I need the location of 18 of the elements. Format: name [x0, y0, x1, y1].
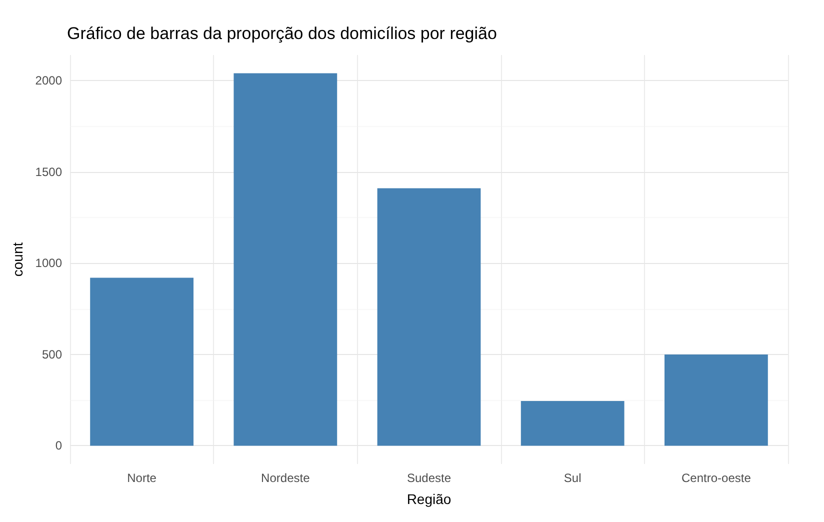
- y-tick-label: 2000: [35, 74, 62, 88]
- x-tick-label: Nordeste: [261, 471, 310, 485]
- bar: [90, 278, 194, 446]
- x-tick-label: Centro-oeste: [682, 471, 752, 485]
- y-tick-label: 1000: [35, 256, 62, 270]
- chart-title: Gráfico de barras da proporção dos domicílios por região: [67, 24, 497, 43]
- y-tick-label: 1500: [35, 164, 62, 179]
- bar: [664, 354, 768, 446]
- y-tick-label: 0: [55, 438, 62, 453]
- bar: [520, 401, 624, 446]
- bar: [377, 188, 481, 446]
- y-tick-label: 500: [42, 347, 62, 362]
- x-axis-title: Região: [406, 491, 452, 507]
- x-tick-label: Sul: [564, 471, 582, 485]
- bar: [234, 73, 338, 446]
- y-axis-title: count: [9, 242, 26, 277]
- x-tick-label: Sudeste: [406, 471, 452, 485]
- x-tick-label: Norte: [127, 471, 157, 485]
